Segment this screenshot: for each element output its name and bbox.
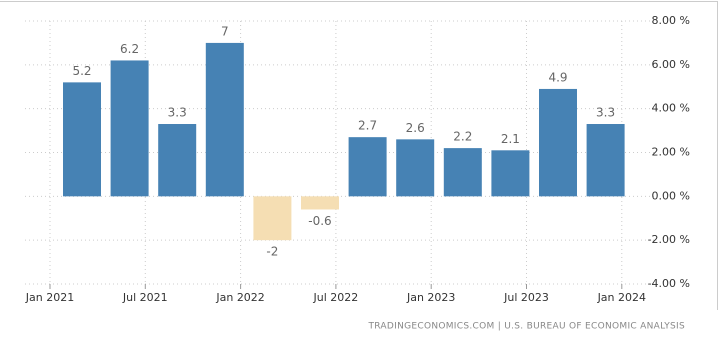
y-tick-label: 4.00 %: [652, 102, 690, 115]
bar: [396, 139, 435, 197]
y-tick-label: 6.00 %: [652, 58, 690, 71]
bar: [253, 196, 292, 241]
bar: [158, 124, 197, 197]
source: TRADINGECONOMICS.COM | U.S. BUREAU OF EC…: [367, 322, 685, 332]
bar: [301, 196, 339, 210]
value-label: -2: [266, 245, 278, 259]
x-tick-label: Jan 2021: [25, 291, 74, 304]
bar: [205, 42, 244, 197]
value-label: 3.3: [596, 106, 615, 120]
value-label: 2.6: [406, 121, 425, 135]
y-tick-label: 2.00 %: [652, 146, 690, 159]
bar: [348, 137, 387, 197]
value-label: -0.6: [308, 214, 331, 228]
value-label: 6.2: [120, 42, 139, 56]
value-label: 5.2: [72, 64, 91, 78]
bar: [110, 60, 149, 197]
bar: [539, 88, 577, 197]
y-tick-label: -4.00 %: [648, 277, 690, 290]
bar: [491, 150, 530, 197]
value-label: 7: [221, 24, 229, 38]
x-tick-label: Jan 2022: [215, 291, 264, 304]
value-label: 3.3: [168, 106, 187, 120]
y-tick-label: 8.00 %: [652, 14, 690, 27]
bar: [443, 148, 482, 197]
y-tick-label: 0.00 %: [652, 189, 690, 202]
bar: [63, 82, 101, 197]
bar: [586, 124, 625, 197]
x-tick-label: Jan 2024: [597, 291, 646, 304]
value-label: 4.9: [548, 70, 567, 84]
x-tick-label: Jul 2021: [122, 291, 168, 304]
x-tick-label: Jul 2022: [313, 291, 359, 304]
x-tick-label: Jul 2023: [503, 291, 549, 304]
value-label: 2.1: [501, 132, 520, 146]
x-tick-label: Jan 2023: [406, 291, 455, 304]
y-tick-label: -2.00 %: [648, 233, 690, 246]
value-label: 2.7: [358, 119, 377, 133]
value-label: 2.2: [453, 130, 472, 144]
